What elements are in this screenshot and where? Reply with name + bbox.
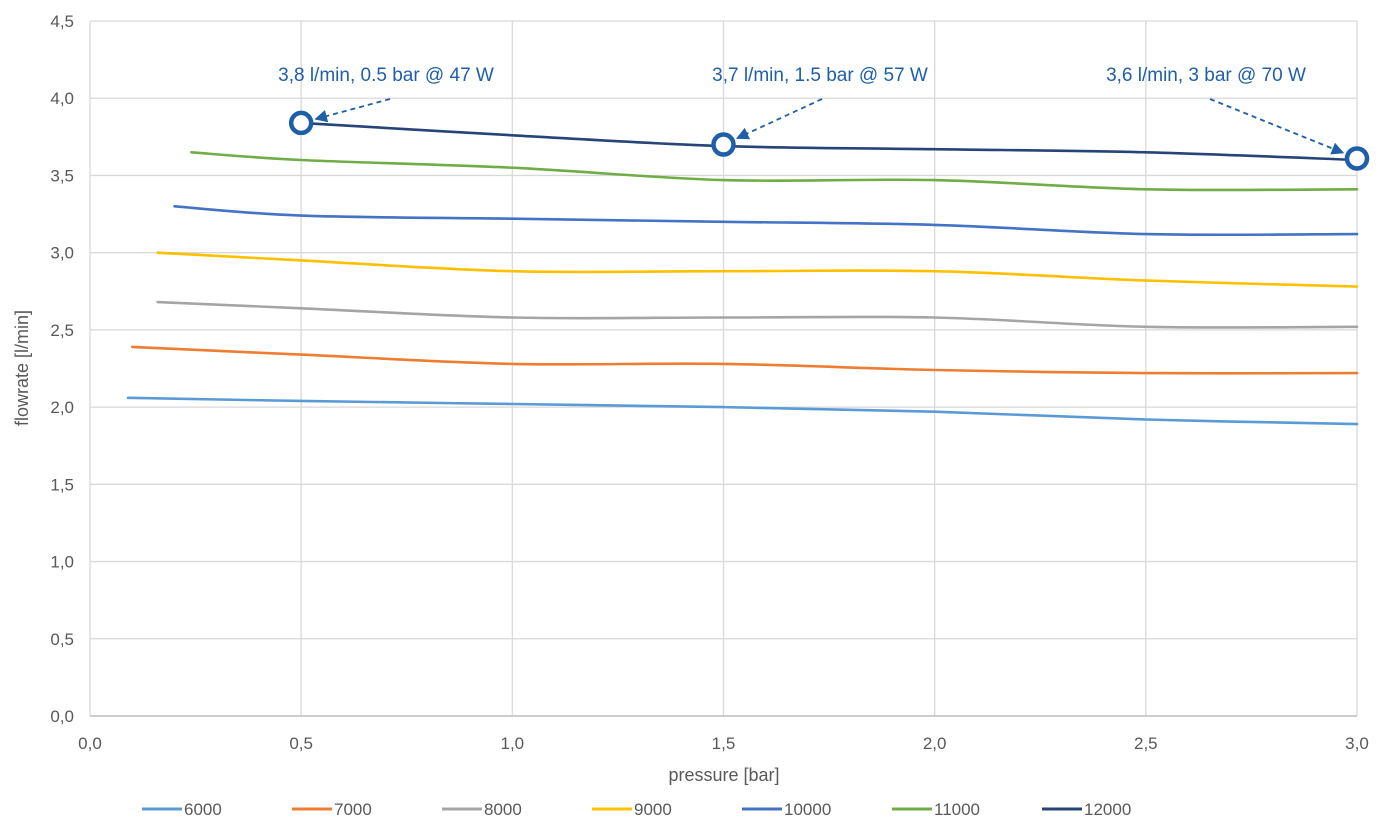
annotations: 3,8 l/min, 0.5 bar @ 47 W 3,7 l/min, 1.5 …	[278, 65, 1370, 171]
x-tick-label: 0,0	[78, 734, 102, 753]
y-tick-label: 2,5	[50, 321, 74, 340]
series-line-8000	[156, 300, 1359, 329]
legend-label-12000: 12000	[1084, 800, 1131, 819]
annotation-marker	[711, 132, 736, 157]
legend: 6000 7000 8000 9000 10000 11000 12000	[142, 800, 1131, 819]
y-tick-label: 0,5	[50, 630, 74, 649]
x-tick-label: 1,5	[712, 734, 736, 753]
legend-label-10000: 10000	[784, 800, 831, 819]
series-line-12000	[299, 121, 1359, 162]
x-tick-label: 1,0	[501, 734, 525, 753]
annotation-arrow	[735, 98, 823, 140]
annotation-label: 3,8 l/min, 0.5 bar @ 47 W	[278, 65, 494, 86]
y-tick-label: 0,0	[50, 707, 74, 726]
legend-label-7000: 7000	[334, 800, 372, 819]
x-tick-label: 3,0	[1345, 734, 1369, 753]
y-tick-label: 3,5	[50, 166, 74, 185]
annotation-arrow	[1209, 98, 1345, 155]
x-tick-label: 2,5	[1134, 734, 1158, 753]
legend-label-9000: 9000	[634, 800, 672, 819]
axes: 0,0 0,5 1,0 1,5 2,0 2,5 3,0 0,0 0,5 1,0 1,5 2,0 2,5 3…	[50, 12, 1368, 753]
legend-label-6000: 6000	[184, 800, 222, 819]
x-tick-label: 2,0	[923, 734, 947, 753]
y-tick-label: 3,0	[50, 244, 74, 263]
annotation-marker	[1344, 146, 1370, 171]
annotation-label: 3,7 l/min, 1.5 bar @ 57 W	[712, 65, 928, 86]
y-tick-label: 1,0	[50, 553, 74, 572]
annotation-marker	[288, 110, 314, 136]
y-tick-label: 4,5	[50, 12, 74, 31]
y-tick-label: 1,5	[50, 475, 74, 494]
y-tick-label: 4,0	[50, 89, 74, 108]
gridlines	[89, 20, 1358, 717]
legend-label-8000: 8000	[484, 800, 522, 819]
y-tick-label: 2,0	[50, 398, 74, 417]
annotation-arrow	[314, 98, 391, 123]
series-line-6000	[126, 396, 1359, 426]
series-line-10000	[173, 205, 1359, 237]
series-line-11000	[190, 151, 1359, 192]
series-line-9000	[156, 251, 1359, 288]
annotation-label: 3,6 l/min, 3 bar @ 70 W	[1106, 65, 1306, 86]
x-tick-label: 0,5	[289, 734, 313, 753]
series-lines	[126, 121, 1359, 426]
y-axis-title: flowrate [l/min]	[12, 310, 32, 426]
series-line-7000	[130, 345, 1359, 375]
legend-label-11000: 11000	[934, 800, 980, 819]
x-axis-title: pressure [bar]	[668, 765, 779, 785]
